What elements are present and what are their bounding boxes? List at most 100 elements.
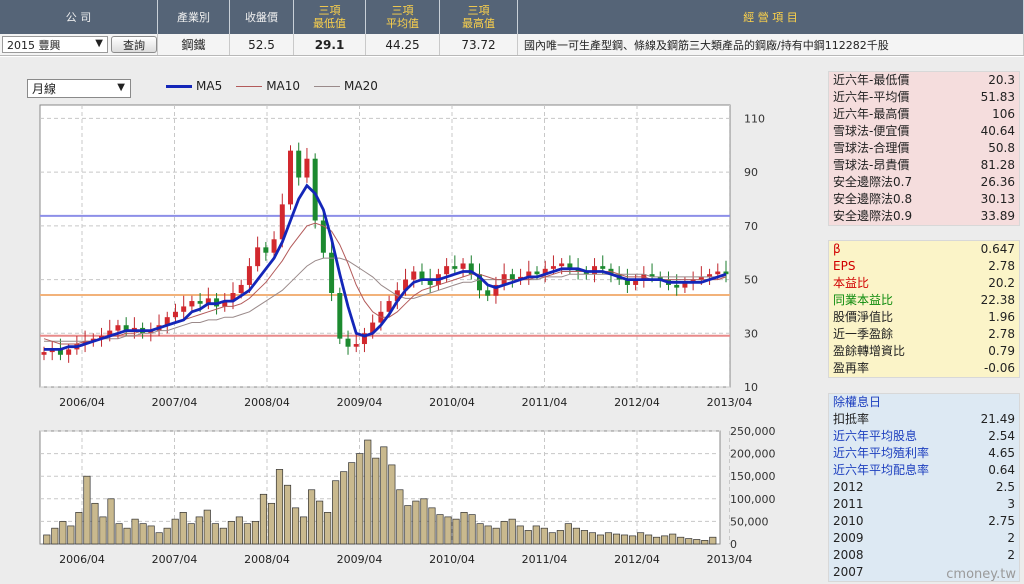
volume-xtick-label: 2011/04 <box>522 553 568 566</box>
metric-label: 盈餘轉增資比 <box>833 344 906 358</box>
volume-bar <box>460 512 468 545</box>
valuation-box: 近六年-最低價 20.3 近六年-平均價 51.83 近六年-最高價 106 雪球法-便宜價… <box>828 71 1020 226</box>
metric-value: 20.3 <box>988 73 1015 87</box>
metric-label: 本益比 <box>833 276 870 290</box>
volume-ytick-label: 50,000 <box>730 515 769 528</box>
volume-bar <box>677 536 685 545</box>
volume-bar <box>203 509 211 545</box>
volume-bar <box>524 530 532 545</box>
candle-body <box>279 204 285 240</box>
candle-body <box>181 306 187 312</box>
volume-bar <box>147 525 155 545</box>
candle-body <box>682 282 688 288</box>
header-col-6: 經 營 項 目 <box>518 0 1024 34</box>
candle-body <box>255 247 261 267</box>
volume-bar <box>396 489 404 545</box>
box2-row: 本益比 20.2 <box>829 275 1019 292</box>
volume-bar <box>67 525 75 545</box>
chart-area: 10 30 50 70 90 110 2006/04 2007/04 2008/04 2009/0… <box>0 57 822 584</box>
candle-body <box>476 274 482 291</box>
box1-row: 雪球法-昂貴價 81.28 <box>829 157 1019 174</box>
candle-body <box>624 279 630 285</box>
box1-row: 雪球法-合理價 50.8 <box>829 140 1019 157</box>
chart-canvas: 10 30 50 70 90 110 2006/04 2007/04 2008/04 2009/0… <box>39 104 776 566</box>
box3-row: 除權息日 <box>829 394 1019 411</box>
box3-row: 扣抵率 21.49 <box>829 411 1019 428</box>
volume-ytick-label: 100,000 <box>730 493 776 506</box>
candle-body <box>534 271 540 275</box>
price-ytick-label: 90 <box>744 166 758 179</box>
header-row: 公 司產業別 收盤價 三項 最低值 三項 平均值 三項 最高值經 營 項 目 <box>0 0 1024 34</box>
volume-bar <box>645 534 653 545</box>
volume-bar <box>669 533 677 545</box>
period-select[interactable]: 月線 ▼ <box>27 79 131 98</box>
candle-body <box>411 271 417 280</box>
volume-xtick-label: 2010/04 <box>429 553 475 566</box>
header-col-1: 產業別 <box>158 0 230 34</box>
candle-body <box>493 284 499 296</box>
candle-body <box>353 344 359 347</box>
price-xtick-label: 2012/04 <box>614 396 660 409</box>
header-col-3: 三項 最低值 <box>294 0 366 34</box>
candle-body <box>526 271 532 277</box>
volume-bar <box>43 534 51 545</box>
metric-value: 26.36 <box>980 175 1015 189</box>
volume-ytick-label: 250,000 <box>730 425 776 438</box>
box2-row: 近一季盈餘 2.78 <box>829 326 1019 343</box>
legend-item-ma5: MA5 <box>166 79 222 93</box>
metric-label: 雪球法-合理價 <box>833 141 910 155</box>
volume-bar <box>709 536 717 545</box>
candle-body <box>460 263 466 269</box>
candle-body <box>271 239 277 253</box>
metric-label: 股價淨值比 <box>833 310 894 324</box>
chevron-down-icon: ▼ <box>95 38 103 49</box>
box3-row: 近六年平均股息 2.54 <box>829 428 1019 445</box>
box1-row: 雪球法-便宜價 40.64 <box>829 123 1019 140</box>
candle-body <box>263 247 269 253</box>
metric-label: 安全邊際法0.7 <box>833 175 913 189</box>
metric-value: 81.28 <box>980 158 1015 172</box>
volume-bar <box>404 505 412 545</box>
volume-bar <box>131 518 139 545</box>
volume-bar <box>291 507 300 545</box>
volume-bar <box>259 493 268 545</box>
volume-bar <box>227 521 235 545</box>
volume-bar <box>123 527 131 545</box>
volume-bar <box>580 530 588 545</box>
legend-swatch <box>236 85 263 87</box>
metric-label: 近六年平均配息率 <box>833 463 930 477</box>
metric-label: 近一季盈餘 <box>833 327 894 341</box>
box2-row: β 0.647 <box>829 241 1019 258</box>
metric-label: 近六年-平均價 <box>833 90 910 104</box>
metric-value: 4.65 <box>988 446 1015 460</box>
candle-body <box>674 284 680 288</box>
volume-bar <box>685 538 693 545</box>
volume-bar <box>83 475 91 545</box>
metric-label: 安全邊際法0.8 <box>833 192 913 206</box>
metric-value: 3 <box>1007 497 1015 511</box>
box3-row: 2007 <box>829 564 1019 581</box>
candle-body <box>238 284 244 293</box>
metric-label: 近六年-最低價 <box>833 73 910 87</box>
header-col-5: 三項 最高值 <box>440 0 518 34</box>
box2-row: 盈再率 -0.06 <box>829 360 1019 377</box>
company-select[interactable]: 2015 豐興 ▼ <box>2 36 108 53</box>
volume-bar <box>588 532 596 545</box>
metric-value: -0.06 <box>983 361 1015 375</box>
query-button[interactable]: 查詢 <box>111 36 157 53</box>
metric-label: 近六年平均殖利率 <box>833 446 930 460</box>
volume-bar <box>267 502 276 545</box>
volume-bar <box>195 516 203 545</box>
volume-bar <box>340 471 348 545</box>
candle-body <box>444 266 450 275</box>
price-ytick-label: 70 <box>744 220 758 233</box>
metric-label: 近六年-最高價 <box>833 107 910 121</box>
legend-item-ma20: MA20 <box>314 79 378 93</box>
metric-value: 0.64 <box>988 463 1015 477</box>
metric-label: 扣抵率 <box>833 412 870 426</box>
header-col-4: 三項 平均值 <box>366 0 440 34</box>
business-cell: 國內唯一可生產型鋼、條線及鋼筋三大類產品的鋼廠/持有中鋼112282千股 <box>518 34 1024 55</box>
candle-body <box>164 317 170 326</box>
metric-value: 20.2 <box>988 276 1015 290</box>
